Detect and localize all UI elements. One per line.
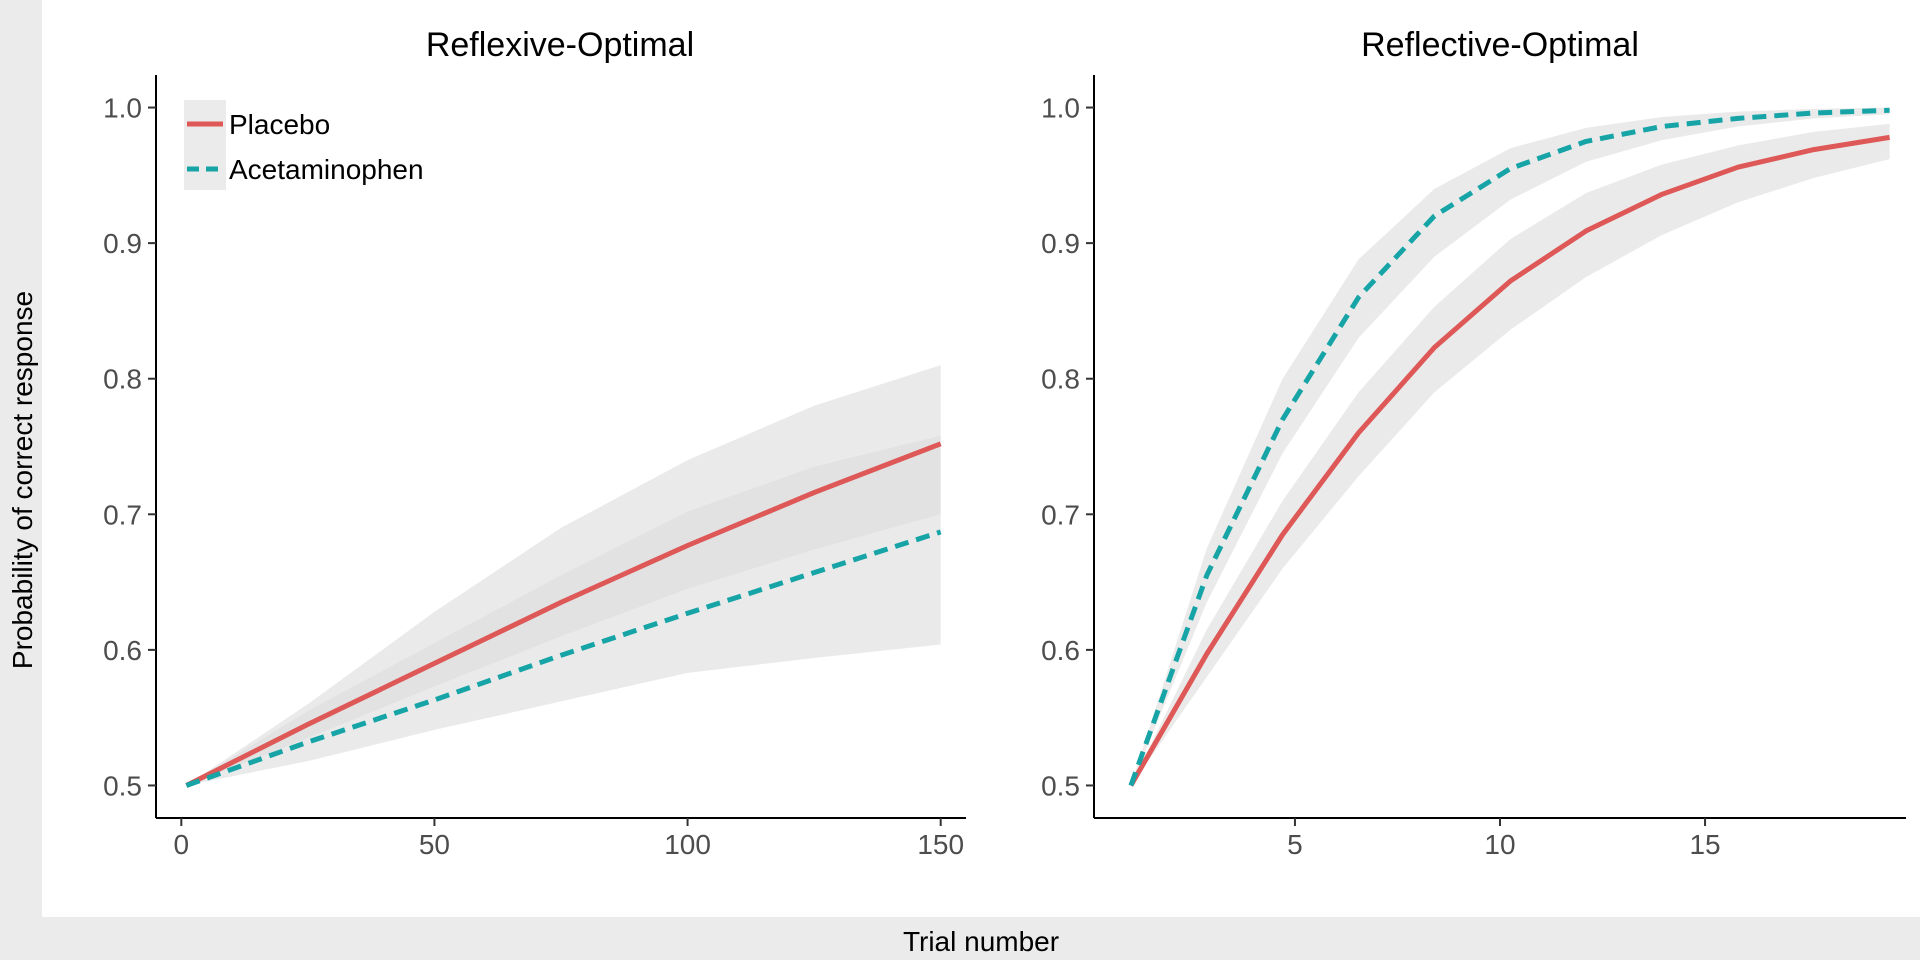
y-tick-label: 0.9	[1041, 228, 1080, 259]
y-tick-label: 0.8	[103, 364, 142, 395]
panel-reflective-optimal: Reflective-Optimal 0.5 0.6 0.7 0.8 0.9 1.0 5 10…	[1041, 26, 1906, 860]
confidence-band-placebo	[1130, 123, 1890, 786]
x-tick-label: 0	[174, 829, 190, 860]
y-tick-label: 0.5	[1041, 770, 1080, 801]
legend-label-acetaminophen: Acetaminophen	[229, 154, 424, 185]
legend: Placebo Acetaminophen	[184, 100, 424, 190]
y-axis-label: Probability of correct response	[7, 291, 38, 669]
y-tick-label: 1.0	[103, 93, 142, 124]
x-axis-label: Trial number	[903, 926, 1059, 957]
x-tick-label: 150	[917, 829, 964, 860]
series-lines	[1128, 107, 1890, 787]
legend-key-background	[184, 100, 226, 190]
y-tick-label: 0.8	[1041, 364, 1080, 395]
left-strip	[0, 0, 42, 960]
y-tick-label: 0.5	[103, 770, 142, 801]
x-tick-label: 5	[1287, 829, 1303, 860]
ticks: 0.5 0.6 0.7 0.8 0.9 1.0 0 50 100 150	[103, 93, 964, 860]
confidence-band-acetaminophen	[1130, 107, 1890, 786]
axes	[155, 75, 966, 819]
y-tick-label: 0.7	[1041, 499, 1080, 530]
y-tick-label: 1.0	[1041, 93, 1080, 124]
confidence-ribbons	[186, 365, 941, 786]
series-line-placebo	[1128, 134, 1890, 787]
panel-title: Reflective-Optimal	[1361, 26, 1639, 64]
x-tick-label: 100	[664, 829, 711, 860]
legend-label-placebo: Placebo	[229, 109, 330, 140]
y-tick-label: 0.6	[1041, 635, 1080, 666]
confidence-band-acetaminophen	[186, 365, 941, 786]
y-tick-label: 0.6	[103, 635, 142, 666]
series-line-acetaminophen	[185, 529, 942, 788]
x-tick-label: 10	[1484, 829, 1515, 860]
series-line-placebo	[185, 441, 942, 788]
panel-reflexive-optimal: Reflexive-Optimal 0.5 0.6 0.7 0.8 0.9 1.0 0 50 1…	[103, 26, 966, 860]
confidence-ribbons	[1130, 107, 1890, 786]
y-tick-label: 0.9	[103, 228, 142, 259]
bottom-strip	[0, 917, 1920, 960]
x-tick-label: 50	[419, 829, 450, 860]
ticks: 0.5 0.6 0.7 0.8 0.9 1.0 5 10 15	[1041, 93, 1721, 860]
series-lines	[185, 441, 942, 788]
series-line-acetaminophen	[1128, 107, 1890, 787]
x-tick-label: 15	[1689, 829, 1720, 860]
y-tick-label: 0.7	[103, 499, 142, 530]
panel-title: Reflexive-Optimal	[426, 26, 694, 64]
